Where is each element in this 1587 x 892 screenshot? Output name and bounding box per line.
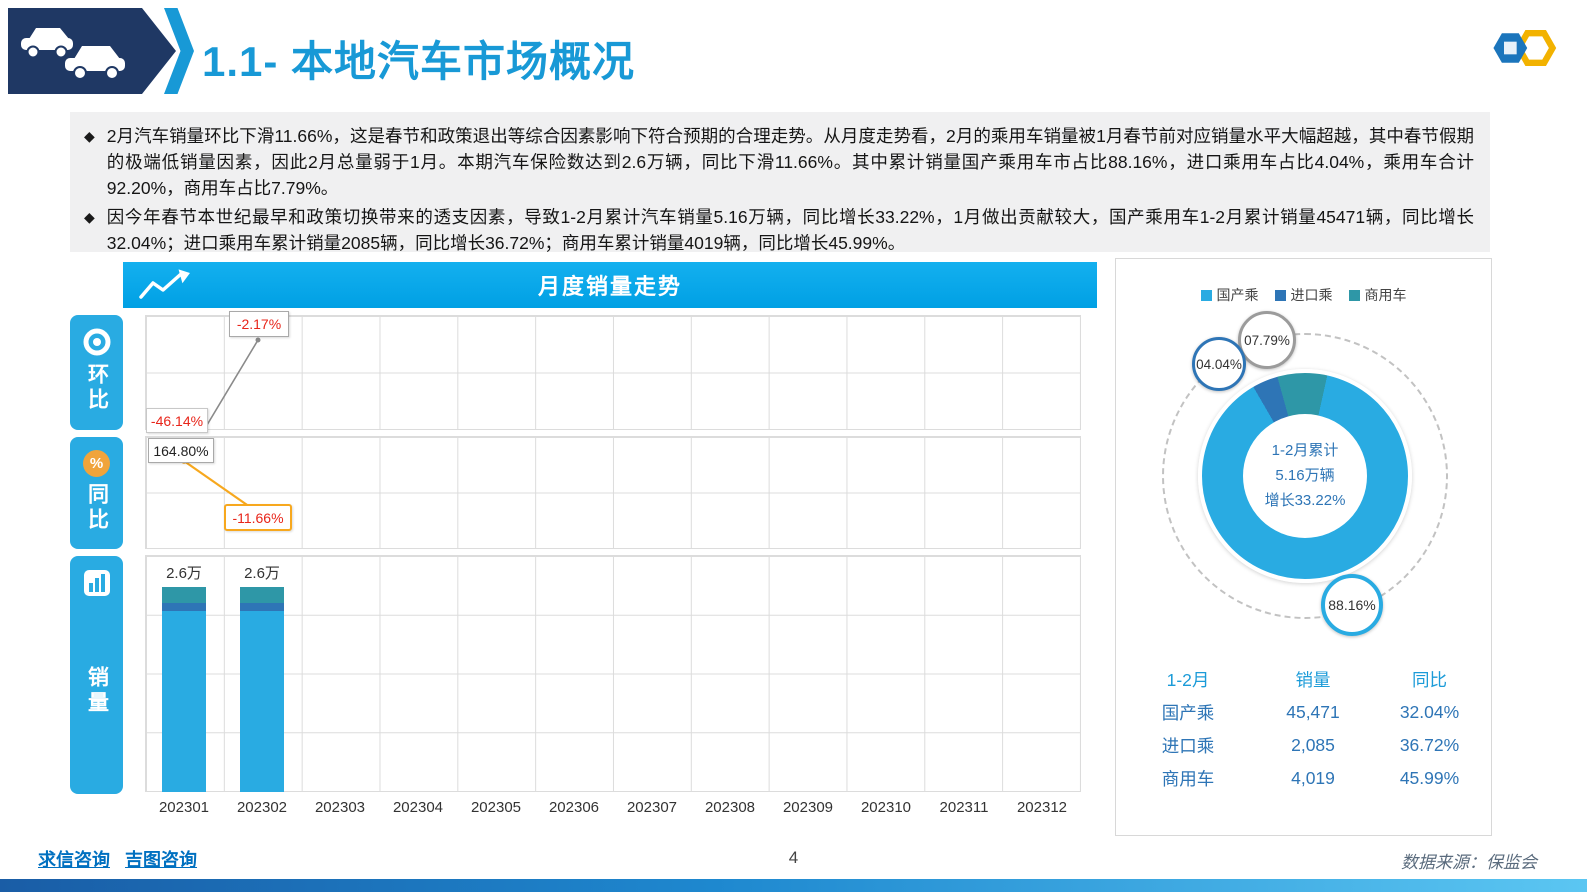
- legend-label: 国产乘: [1216, 287, 1259, 303]
- badge-import-share: 04.04%: [1192, 337, 1246, 391]
- bar-segment-import: [162, 602, 206, 612]
- table-row: 国产乘 45,471 32.04%: [1128, 696, 1481, 729]
- tab-yoy-ratio[interactable]: % 同比: [70, 437, 123, 549]
- donut-center-line3: 增长33.22%: [1264, 492, 1346, 509]
- x-tick: 202304: [392, 799, 444, 816]
- bar-segment-domestic: [240, 611, 284, 792]
- x-tick: 202305: [470, 799, 522, 816]
- bar-segment-commercial: [240, 587, 284, 603]
- row-label: 进口乘: [1161, 736, 1215, 756]
- bar-segment-import: [240, 602, 284, 612]
- col-header: 1-2月: [1166, 670, 1210, 690]
- company-logo-icon: [1485, 10, 1561, 86]
- yoy-value: 32.04%: [1399, 702, 1460, 722]
- x-tick: 202303: [314, 799, 366, 816]
- bullet-item: ◆ 因今年春节本世纪最早和政策切换带来的透支因素，导致1-2月累计汽车销量5.1…: [84, 204, 1474, 256]
- badge-commercial-share: 07.79%: [1238, 311, 1296, 369]
- summary-table: 1-2月 销量 同比 国产乘 45,471 32.04% 进口乘 2,085 3…: [1128, 663, 1481, 795]
- legend-label: 商用车: [1364, 287, 1407, 303]
- col-header: 销量: [1295, 670, 1331, 690]
- trendline-icon: [139, 269, 190, 299]
- sales-value: 45,471: [1286, 702, 1340, 722]
- x-tick: 202301: [158, 799, 210, 816]
- percent-icon: %: [83, 450, 110, 477]
- legend-item-domestic: 国产乘: [1200, 285, 1259, 305]
- annotation-mom-202301: -46.14%: [146, 408, 208, 433]
- legend-item-commercial: 商用车: [1348, 285, 1407, 305]
- donut-center-line2: 5.16万辆: [1275, 467, 1335, 484]
- mom-chart-band: [145, 315, 1081, 430]
- yoy-value: 36.72%: [1399, 735, 1460, 755]
- x-tick: 202302: [236, 799, 288, 816]
- trend-chart-title: 月度销量走势: [537, 274, 682, 299]
- volume-chart-band: [145, 555, 1081, 792]
- row-label: 国产乘: [1161, 703, 1215, 723]
- summary-table-header: 1-2月 销量 同比: [1128, 663, 1481, 696]
- legend-item-import: 进口乘: [1274, 285, 1333, 305]
- legend-swatch-icon: [1200, 289, 1212, 301]
- table-row: 商用车 4,019 45.99%: [1128, 762, 1481, 795]
- footer-link-qiuxin[interactable]: 求信咨询: [38, 850, 110, 870]
- legend-swatch-icon: [1274, 289, 1286, 301]
- tab-label: 销量: [85, 665, 109, 716]
- sales-bar: [240, 587, 284, 792]
- tab-label: 同比: [85, 483, 109, 533]
- donut-center-text: 1-2月累计 5.16万辆 增长33.22%: [1200, 438, 1410, 513]
- table-row: 进口乘 2,085 36.72%: [1128, 729, 1481, 762]
- sales-value: 2,085: [1291, 735, 1335, 755]
- legend-swatch-icon: [1348, 289, 1360, 301]
- page-title: 1.1- 本地汽车市场概况: [202, 38, 636, 85]
- sales-value: 4,019: [1291, 768, 1335, 788]
- tab-label: 环比: [85, 363, 109, 413]
- bar-segment-commercial: [162, 587, 206, 603]
- tab-sales-volume[interactable]: 销量: [70, 556, 123, 794]
- footer-links: 求信咨询 吉图咨询: [38, 846, 207, 872]
- summary-bullets: ◆ 2月汽车销量环比下滑11.66%，这是春节和政策退出等综合因素影响下符合预期…: [70, 112, 1490, 253]
- x-axis: 202301 202302 202303 202304 202305 20230…: [145, 799, 1081, 816]
- target-icon: [83, 328, 110, 356]
- page-number: 4: [788, 848, 799, 867]
- bullet-diamond-icon: ◆: [84, 209, 95, 225]
- donut-center-line1: 1-2月累计: [1271, 442, 1339, 459]
- bar-total-label: 2.6万: [166, 565, 202, 582]
- brand-block: [8, 8, 142, 94]
- col-header: 同比: [1412, 670, 1447, 690]
- x-tick: 202308: [704, 799, 756, 816]
- yoy-value: 45.99%: [1399, 768, 1460, 788]
- tab-mom-ratio[interactable]: 环比: [70, 315, 123, 430]
- bullet-text: 2月汽车销量环比下滑11.66%，这是春节和政策退出等综合因素影响下符合预期的合…: [106, 126, 1474, 198]
- x-tick: 202309: [782, 799, 834, 816]
- bar-segment-domestic: [162, 611, 206, 792]
- x-tick: 202312: [1016, 799, 1068, 816]
- sales-bar: [162, 587, 206, 792]
- cars-icon: [21, 28, 125, 80]
- trend-chart-header: 月度销量走势: [123, 262, 1097, 308]
- footer-link-jitu[interactable]: 吉图咨询: [125, 850, 198, 870]
- donut-legend: 国产乘 进口乘 商用车: [1116, 285, 1491, 305]
- donut-panel: 国产乘 进口乘 商用车 1-2月累计 5.16万辆 增长33.22% 07.79…: [1115, 258, 1492, 836]
- bar-total-label: 2.6万: [244, 565, 280, 582]
- legend-label: 进口乘: [1290, 287, 1333, 303]
- row-label: 商用车: [1161, 769, 1215, 789]
- bullet-text: 因今年春节本世纪最早和政策切换带来的透支因素，导致1-2月累计汽车销量5.16万…: [106, 207, 1474, 253]
- bar-chart-icon: [83, 570, 110, 596]
- x-tick: 202307: [626, 799, 678, 816]
- x-tick: 202306: [548, 799, 600, 816]
- badge-domestic-share: 88.16%: [1321, 574, 1383, 636]
- donut-hole: [1243, 414, 1367, 538]
- dashed-circle-decoration: [1162, 333, 1448, 619]
- bullet-item: ◆ 2月汽车销量环比下滑11.66%，这是春节和政策退出等综合因素影响下符合预期…: [84, 123, 1474, 201]
- bottom-accent-bar: [0, 879, 1587, 892]
- annotation-yoy-202302: -11.66%: [224, 504, 292, 531]
- bullet-diamond-icon: ◆: [84, 128, 95, 144]
- yoy-chart-band: [145, 436, 1081, 549]
- data-source: 数据来源：保监会: [1401, 853, 1537, 872]
- annotation-yoy-202301: 164.80%: [148, 438, 214, 463]
- annotation-mom-202302: -2.17%: [229, 311, 289, 337]
- x-tick: 202311: [939, 799, 989, 816]
- x-tick: 202310: [860, 799, 912, 816]
